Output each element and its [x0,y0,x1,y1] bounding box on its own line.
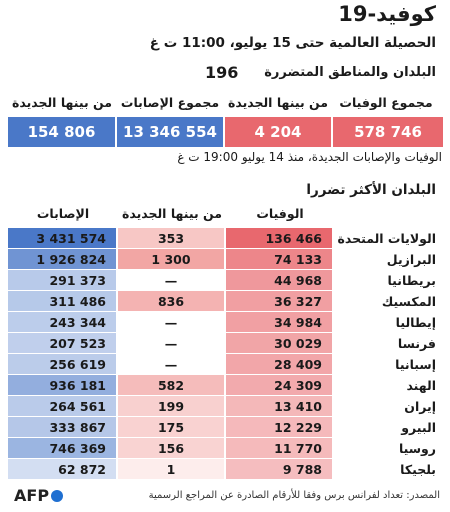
table-cell-deaths: 12 229 [226,417,332,437]
table-cell-cases: 333 867 [8,417,116,437]
deaths-total-label: مجموع الوفيات [339,95,433,110]
source-note: المصدر: تعداد لفرانس برس وفقا للأرقام ال… [148,490,440,501]
col-header-deaths: الوفيات [256,206,304,221]
table-cell-cases: 746 369 [8,438,116,458]
table-title: البلدان الأكثر تضررا [306,182,436,198]
country-name: إسبانيا [395,356,436,372]
col-header-new: من بينها الجديدة [121,206,223,221]
chart-subtitle: الحصيلة العالمية حتى 15 يوليو، 11:00 ت غ [149,35,436,51]
deaths-total-box: 578 746 [333,117,443,147]
table-cell-new: — [118,270,224,290]
country-name: المكسيك [381,293,436,309]
col-header-cases: الإصابات [36,206,90,221]
table-cell-cases: 1 926 824 [8,249,116,269]
table-cell-cases: 936 181 [8,375,116,395]
table-cell-new: — [118,312,224,332]
country-name: الولايات المتحدة [337,230,437,246]
table-cell-new: 199 [118,396,224,416]
country-name: إيران [404,398,436,414]
table-cell-new: 836 [118,291,224,311]
table-cell-new: 175 [118,417,224,437]
table-cell-deaths: 36 327 [226,291,332,311]
table-cell-cases: 243 344 [8,312,116,332]
table-cell-new: 582 [118,375,224,395]
afp-logo-dot [51,489,64,502]
afp-logo: AFP [14,486,64,505]
country-name: البرازيل [386,251,436,267]
cases-total-label: مجموع الإصابات [120,95,220,110]
table-cell-new: — [118,354,224,374]
table-cell-deaths: 9 788 [226,459,332,479]
table-cell-cases: 3 431 574 [8,228,116,248]
table-cell-deaths: 13 410 [226,396,332,416]
table-cell-deaths: 11 770 [226,438,332,458]
country-name: بلجيكا [400,461,436,477]
table-cell-deaths: 136 466 [226,228,332,248]
cases-total-box: 13 346 554 [117,117,223,147]
countries-label: البلدان والمناطق المتضررة [264,65,436,80]
table-cell-cases: 264 561 [8,396,116,416]
table-cell-deaths: 28 409 [226,354,332,374]
table-cell-new: 1 [118,459,224,479]
table-cell-deaths: 34 984 [226,312,332,332]
table-cell-deaths: 44 968 [226,270,332,290]
country-name: إيطاليا [395,314,436,330]
new-cases-note: الوفيات والإصابات الجديدة، منذ 14 يوليو … [177,150,442,164]
table-cell-cases: 207 523 [8,333,116,353]
deaths-new-label: من بينها الجديدة [227,95,329,110]
deaths-new-box: 4 204 [225,117,331,147]
table-cell-new: — [118,333,224,353]
countries-count: 196 [205,63,239,82]
table-cell-new: 156 [118,438,224,458]
cases-new-label: من بينها الجديدة [11,95,113,110]
country-name: بريطانيا [387,272,436,288]
table-cell-cases: 291 373 [8,270,116,290]
table-cell-new: 1 300 [118,249,224,269]
table-cell-cases: 256 619 [8,354,116,374]
table-cell-cases: 62 872 [8,459,116,479]
country-name: روسيا [398,440,436,456]
cases-new-box: 154 806 [8,117,115,147]
table-cell-cases: 311 486 [8,291,116,311]
table-cell-deaths: 24 309 [226,375,332,395]
table-cell-deaths: 30 029 [226,333,332,353]
afp-logo-text: AFP [14,486,50,505]
country-name: فرنسا [397,335,436,351]
chart-title: كوفيد-19 [338,2,436,26]
table-cell-new: 353 [118,228,224,248]
table-cell-deaths: 74 133 [226,249,332,269]
country-name: البيرو [401,419,436,435]
country-name: الهند [406,377,436,393]
